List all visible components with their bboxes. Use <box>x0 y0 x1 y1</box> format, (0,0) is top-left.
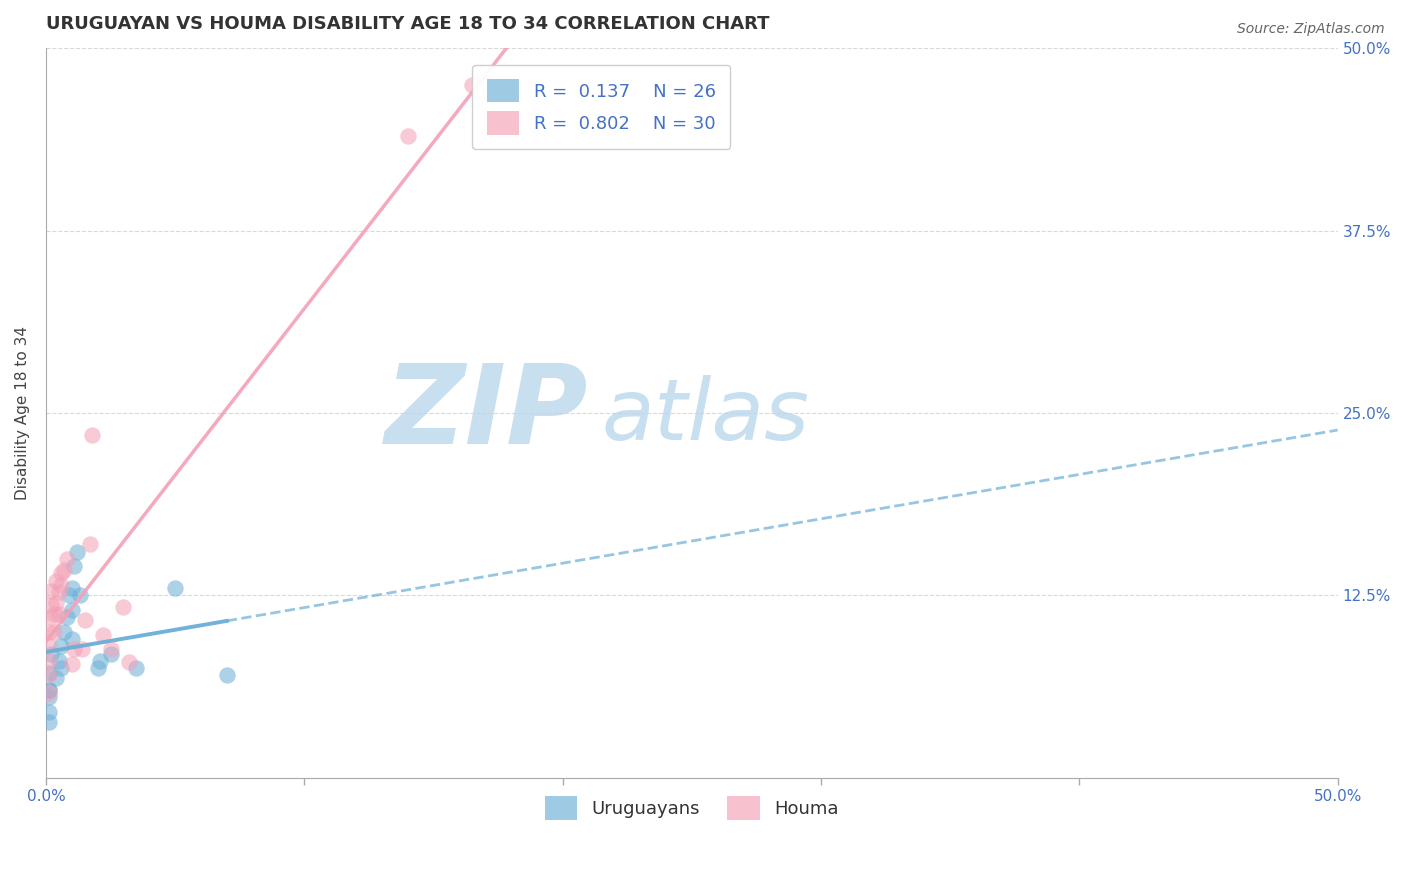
Point <box>48 607 70 622</box>
Point <box>60 603 83 617</box>
Point <box>100 642 122 657</box>
Point <box>48 585 70 599</box>
Point <box>55 551 77 566</box>
Point <box>42 607 65 622</box>
Point <box>45 574 67 588</box>
Text: ZIP: ZIP <box>385 359 589 467</box>
Point <box>73 613 96 627</box>
Point <box>461 78 484 92</box>
Point <box>45 672 67 686</box>
Point <box>55 610 77 624</box>
Point <box>51 566 73 581</box>
Point <box>63 642 86 657</box>
Point <box>51 640 73 654</box>
Point <box>38 705 60 719</box>
Point <box>42 624 65 639</box>
Point <box>79 537 101 551</box>
Point <box>38 690 60 705</box>
Point <box>215 668 238 682</box>
Point <box>100 647 122 661</box>
Point <box>38 683 60 698</box>
Point <box>58 588 80 602</box>
Point <box>63 559 86 574</box>
Y-axis label: Disability Age 18 to 34: Disability Age 18 to 34 <box>15 326 30 500</box>
Point <box>69 588 91 602</box>
Point <box>60 632 83 646</box>
Point <box>38 668 60 682</box>
Point <box>396 128 419 143</box>
Point <box>38 686 60 700</box>
Point <box>125 661 148 675</box>
Point <box>86 661 108 675</box>
Point <box>38 640 60 654</box>
Point <box>60 657 83 671</box>
Point <box>60 581 83 595</box>
Point <box>112 599 135 614</box>
Point <box>53 624 76 639</box>
Point <box>38 654 60 668</box>
Point <box>51 578 73 592</box>
Point <box>53 564 76 578</box>
Point <box>38 715 60 730</box>
Legend: Uruguayans, Houma: Uruguayans, Houma <box>537 789 846 827</box>
Point <box>117 656 139 670</box>
Point <box>70 642 93 657</box>
Point <box>39 583 62 598</box>
Point <box>45 596 67 610</box>
Point <box>48 654 70 668</box>
Text: Source: ZipAtlas.com: Source: ZipAtlas.com <box>1237 22 1385 37</box>
Text: URUGUAYAN VS HOUMA DISABILITY AGE 18 TO 34 CORRELATION CHART: URUGUAYAN VS HOUMA DISABILITY AGE 18 TO … <box>46 15 769 33</box>
Point <box>38 683 60 698</box>
Point <box>66 544 89 558</box>
Point <box>38 624 60 639</box>
Point <box>82 428 104 442</box>
Point <box>165 581 187 595</box>
Point <box>39 599 62 613</box>
Point <box>39 610 62 624</box>
Point <box>51 661 73 675</box>
Point <box>89 654 111 668</box>
Point <box>39 647 62 661</box>
Point <box>38 665 60 680</box>
Text: atlas: atlas <box>602 376 810 458</box>
Point <box>91 627 114 641</box>
